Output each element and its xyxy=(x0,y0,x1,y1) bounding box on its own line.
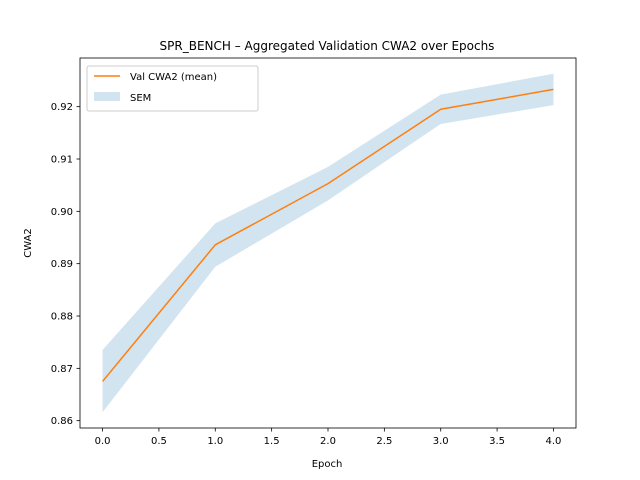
y-tick-label: 0.89 xyxy=(51,259,73,270)
legend-band-swatch xyxy=(94,92,120,101)
y-tick-label: 0.86 xyxy=(51,416,73,427)
y-axis-label: CWA2 xyxy=(23,228,34,258)
x-tick-label: 3.0 xyxy=(433,436,449,447)
legend-label-sem: SEM xyxy=(130,93,151,104)
y-tick-label: 0.90 xyxy=(51,207,73,218)
y-tick-label: 0.92 xyxy=(51,102,73,113)
plot-area: 0.0 0.5 1.0 1.5 2.0 2.5 3.0 3.5 4.0 0.86 0.87 0.88 0… xyxy=(51,57,577,447)
x-tick-label: 2.5 xyxy=(376,436,392,447)
legend: Val CWA2 (mean) SEM xyxy=(86,65,259,112)
x-tick-label: 2.0 xyxy=(320,436,336,447)
legend-frame xyxy=(86,65,259,112)
sem-band xyxy=(102,73,554,413)
y-tick-label: 0.91 xyxy=(51,155,73,166)
x-tick-label: 1.0 xyxy=(207,436,223,447)
x-tick-label: 0.5 xyxy=(151,436,167,447)
x-tick-label: 3.5 xyxy=(489,436,505,447)
x-tick-label: 4.0 xyxy=(546,436,562,447)
chart-title: SPR_BENCH – Aggregated Validation CWA2 o… xyxy=(160,39,495,53)
series-line-0 xyxy=(101,88,554,382)
x-tick-label: 0.0 xyxy=(95,436,111,447)
y-tick-label: 0.88 xyxy=(51,312,73,323)
y-tick-label: 0.87 xyxy=(51,364,73,375)
legend-label-mean: Val CWA2 (mean) xyxy=(130,72,217,83)
x-tick-label: 1.5 xyxy=(264,436,280,447)
x-axis-label: Epoch xyxy=(312,459,343,470)
